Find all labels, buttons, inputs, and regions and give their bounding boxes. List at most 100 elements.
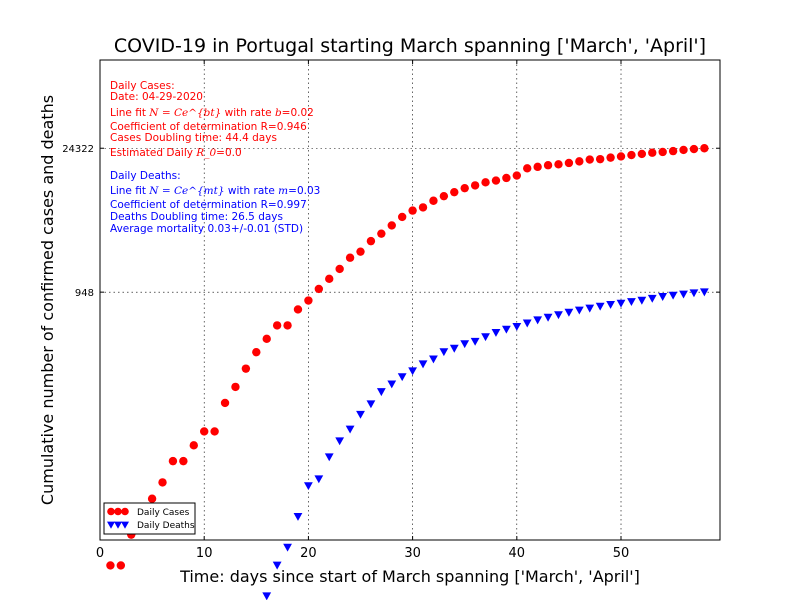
cases-point xyxy=(658,147,667,157)
legend-cases-marker xyxy=(107,507,129,516)
cases-annotation: Daily Cases: Date: 04-29-2020 Line fit N… xyxy=(110,80,314,159)
cases-point xyxy=(523,164,532,173)
cases-annotation-fit: Line fit N = Ce^{bt} with rate b=0.02 xyxy=(110,107,314,119)
legend: Daily Cases Daily Deaths xyxy=(103,502,196,535)
cases-fit-prefix: Line fit xyxy=(110,107,149,119)
cases-point xyxy=(679,145,688,155)
data-marks xyxy=(106,144,709,600)
deaths-point xyxy=(627,298,636,307)
cases-point xyxy=(220,398,230,408)
y-tick-label: 948 xyxy=(75,288,94,299)
deaths-point xyxy=(418,360,428,369)
cases-point xyxy=(325,274,334,284)
deaths-point xyxy=(501,325,511,334)
x-axis-ticks: 0 10 20 30 40 50 xyxy=(96,60,629,561)
cases-point xyxy=(304,296,313,305)
cases-point xyxy=(147,494,157,503)
x-tick-label: 40 xyxy=(509,546,526,561)
deaths-point xyxy=(512,322,522,331)
deaths-point xyxy=(658,293,668,301)
legend-deaths-marker-tri xyxy=(107,521,115,529)
cases-point xyxy=(700,144,709,153)
deaths-point xyxy=(335,437,345,446)
cases-annotation-r: Coefficient of determination R=0.946 xyxy=(110,121,307,133)
cases-point xyxy=(241,364,251,373)
cases-point xyxy=(668,146,678,156)
deaths-point xyxy=(314,475,324,484)
cases-point xyxy=(689,144,699,154)
cases-point xyxy=(200,427,209,436)
deaths-point xyxy=(324,453,334,462)
deaths-point xyxy=(595,302,605,311)
x-tick-label: 50 xyxy=(613,546,630,561)
cases-point xyxy=(377,229,386,238)
cases-fit-param: b xyxy=(275,107,282,119)
deaths-annotation: Daily Deaths: Line fit N = Ce^{mt} with … xyxy=(110,170,320,235)
deaths-point xyxy=(356,410,365,419)
cases-annotation-r0: Estimated Daily R_0=0.0 xyxy=(110,147,242,159)
cases-point xyxy=(450,187,459,197)
deaths-point xyxy=(366,400,376,409)
deaths-point xyxy=(668,291,678,300)
cases-point xyxy=(356,247,365,256)
cases-point xyxy=(606,153,615,162)
cases-annotation-doubling: Cases Doubling time: 44.4 days xyxy=(110,132,277,144)
deaths-point xyxy=(585,304,595,313)
x-tick-label: 20 xyxy=(300,546,317,561)
cases-point xyxy=(616,152,626,161)
cases-point xyxy=(533,162,542,172)
deaths-point xyxy=(397,373,407,382)
cases-point xyxy=(595,154,605,164)
cases-point xyxy=(231,382,240,392)
cases-point xyxy=(387,221,396,230)
x-tick-label: 30 xyxy=(404,546,421,561)
cases-point xyxy=(585,155,594,164)
deaths-point xyxy=(533,316,543,325)
cases-point xyxy=(648,148,657,157)
cases-point xyxy=(470,181,480,190)
deaths-point xyxy=(522,319,532,328)
deaths-point xyxy=(262,592,272,600)
legend-deaths-marker-tri xyxy=(114,521,122,529)
cases-point xyxy=(366,236,376,246)
cases-point xyxy=(418,203,428,212)
deaths-point xyxy=(699,288,709,297)
deaths-point xyxy=(272,561,282,570)
cases-point xyxy=(637,149,647,159)
cases-point xyxy=(554,160,563,169)
deaths-point xyxy=(293,512,303,521)
legend-cases-marker-dot xyxy=(121,507,129,516)
deaths-point xyxy=(387,380,397,389)
cases-point xyxy=(502,173,511,183)
deaths-point xyxy=(616,299,626,308)
legend-label-deaths: Daily Deaths xyxy=(137,521,195,531)
deaths-point xyxy=(439,348,449,357)
cases-point xyxy=(293,305,303,314)
deaths-point xyxy=(470,337,480,346)
deaths-annotation-doubling: Deaths Doubling time: 26.5 days xyxy=(110,211,283,223)
deaths-point xyxy=(429,355,438,364)
deaths-point xyxy=(679,290,688,299)
cases-point xyxy=(210,427,219,436)
x-tick-label: 10 xyxy=(196,546,213,561)
cases-fit-middle: with rate xyxy=(221,107,275,119)
deaths-point xyxy=(376,388,386,397)
cases-fit-formula: N = Ce^{bt} xyxy=(148,107,221,119)
y-axis-ticks: 948 24322 xyxy=(62,144,720,299)
x-axis-label: Time: days since start of March spanning… xyxy=(179,567,640,586)
cases-annotation-date: Date: 04-29-2020 xyxy=(110,91,203,103)
deaths-annotation-r: Coefficient of determination R=0.997 xyxy=(110,199,307,211)
deaths-point xyxy=(304,482,313,491)
deaths-point xyxy=(345,425,355,434)
deaths-point xyxy=(449,344,459,353)
deaths-fit-prefix: Line fit xyxy=(110,185,149,197)
chart-title: COVID-19 in Portugal starting March span… xyxy=(114,35,706,57)
cases-point xyxy=(512,171,522,180)
deaths-fit-value: =0.03 xyxy=(288,185,320,197)
deaths-fit-param: m xyxy=(278,185,288,197)
deaths-point xyxy=(491,328,501,337)
deaths-annotation-heading: Daily Deaths: xyxy=(110,170,181,182)
y-tick-label: 24322 xyxy=(62,144,94,155)
